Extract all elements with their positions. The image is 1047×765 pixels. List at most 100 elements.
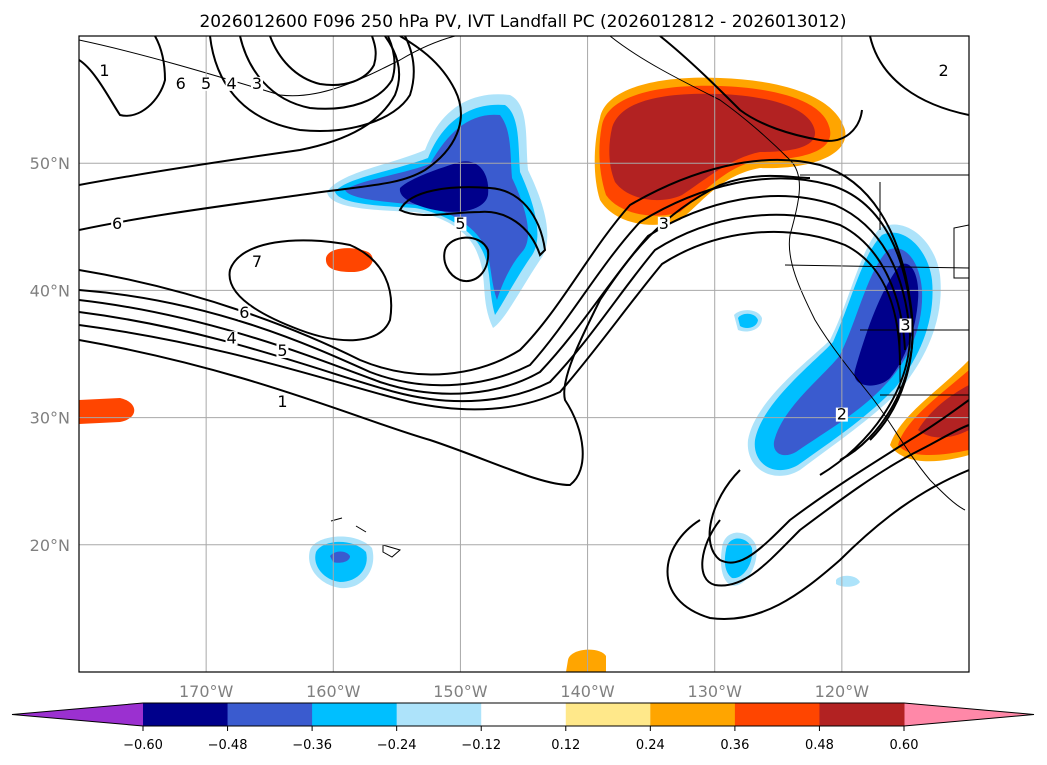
pv-contour-label-bg [937, 64, 950, 79]
pv-contour-line [398, 186, 547, 257]
colorbar-segment [734, 703, 820, 726]
pv-contour-label: 5 [277, 341, 287, 360]
pv-contour-line [79, 36, 462, 231]
pc-negative-small [724, 538, 753, 579]
pv-contour-label: 3 [252, 74, 262, 93]
pv-contour-label: 5 [455, 214, 465, 233]
pc-positive-small [566, 649, 606, 672]
pv-contour-line [228, 239, 393, 342]
pv-contour-label-bg [251, 76, 263, 91]
pv-contour-label: 7 [252, 252, 262, 271]
colorbar-tick-label: −0.24 [377, 738, 417, 753]
pv-contour-label: 6 [112, 214, 122, 233]
colorbar-tick-label: 0.48 [805, 738, 834, 753]
colorbar-tick-label: 0.36 [720, 738, 749, 753]
colorbar-segment [819, 703, 905, 726]
pv-contour-label-bg [98, 64, 111, 79]
pv-contour-label-bg [200, 76, 213, 91]
colorbar-segment [565, 703, 651, 726]
x-tick-label: 120°W [815, 682, 870, 701]
pv-contour-line [708, 399, 969, 564]
y-tick-label: 50°N [30, 154, 70, 173]
pv-contour-line [79, 174, 811, 487]
colorbar-segment [396, 703, 482, 726]
colorbar-segment [481, 703, 567, 726]
pv-contour-line [269, 36, 377, 86]
pv-contour-line [79, 36, 401, 186]
map-frame [78, 35, 970, 673]
pv-contour-label: 2 [938, 61, 948, 80]
coastline [953, 224, 969, 279]
pv-contour-label: 4 [226, 74, 236, 93]
pc-positive-baja [918, 385, 969, 438]
colorbar-segment [143, 703, 229, 726]
pv-contour-label: 4 [226, 328, 236, 347]
pv-contour-label-bg [225, 331, 238, 346]
colorbar-tick-label: −0.48 [208, 738, 248, 753]
colorbar-tick-label: −0.12 [461, 738, 501, 753]
pv-contour-label-bg [454, 216, 467, 231]
x-tick-labels: 170°W 160°W 150°W 140°W 130°W 120°W [179, 682, 869, 701]
y-tick-label: 30°N [30, 409, 70, 428]
colorbar-segment [312, 703, 398, 726]
colorbar-tick-label: 0.60 [890, 738, 919, 753]
pv-contour-label: 3 [659, 214, 669, 233]
pv-contour-line [659, 36, 863, 142]
pv-contour-label: 3 [900, 316, 910, 335]
pv-contour-label: 6 [239, 303, 249, 322]
pv-contour-label: 6 [176, 74, 186, 93]
y-tick-label: 40°N [30, 281, 70, 300]
pv-contour-label-bg [276, 344, 289, 358]
pv-contour-label-bg [251, 254, 263, 269]
pc-shading [79, 77, 969, 672]
colorbar-tick-label: 0.12 [551, 738, 580, 753]
pv-contour-line [443, 236, 490, 283]
y-tick-labels: 20°N 30°N 40°N 50°N [30, 154, 70, 555]
pv-contour-label-bg [276, 394, 289, 409]
pv-contour-label-bg [835, 407, 848, 422]
colorbar: −0.60 −0.48 −0.36 −0.24 −0.12 0.12 0.24 0.36 0.4… [11, 702, 1035, 753]
pv-contour-label-bg [657, 216, 670, 231]
pv-contour-line [79, 36, 167, 117]
pv-contour-label: 1 [99, 61, 109, 80]
figure-title: 2026012600 F096 250 hPa PV, IVT Landfall… [199, 12, 846, 32]
gridlines [79, 36, 969, 672]
pv-contour-line [79, 177, 914, 461]
x-tick-label: 140°W [560, 682, 615, 701]
colorbar-extend-high [904, 703, 1034, 726]
pv-contour-line [79, 230, 901, 411]
x-tick-label: 130°W [688, 682, 743, 701]
pv-contour-label-bg [225, 76, 238, 91]
pv-contour-label-bg [111, 216, 124, 231]
pc-positive-small [325, 248, 373, 272]
pv-contours [79, 36, 969, 620]
y-tick-label: 20°N [30, 536, 70, 555]
colorbar-tick-label: 0.24 [636, 738, 665, 753]
pc-negative-small [738, 313, 758, 328]
pv-contour-line [701, 424, 969, 587]
pc-negative-california-coast [854, 263, 919, 386]
colorbar-extend-low [12, 703, 143, 726]
coastline [784, 264, 969, 269]
colorbar-tick-label: −0.60 [123, 738, 163, 753]
pc-negative-central-north-pacific [399, 161, 489, 212]
pv-contour-label-bg [238, 305, 251, 320]
pv-contour-label-bg [899, 318, 912, 333]
colorbar-tick-label: −0.36 [292, 738, 332, 753]
x-tick-label: 170°W [179, 682, 234, 701]
pc-positive-small [79, 398, 135, 424]
pv-contour-line [79, 213, 906, 403]
pv-contour-line [869, 36, 969, 116]
pv-contour-label: 1 [277, 392, 287, 411]
pv-contour-label-bg [174, 76, 187, 91]
x-tick-label: 160°W [306, 682, 361, 701]
pc-positive-gulf-of-alaska [609, 93, 816, 201]
colorbar-segment [227, 703, 313, 726]
x-tick-label: 150°W [433, 682, 488, 701]
pv-contour-label: 5 [201, 74, 211, 93]
colorbar-segment [650, 703, 736, 726]
pv-contour-label: 2 [837, 405, 847, 424]
